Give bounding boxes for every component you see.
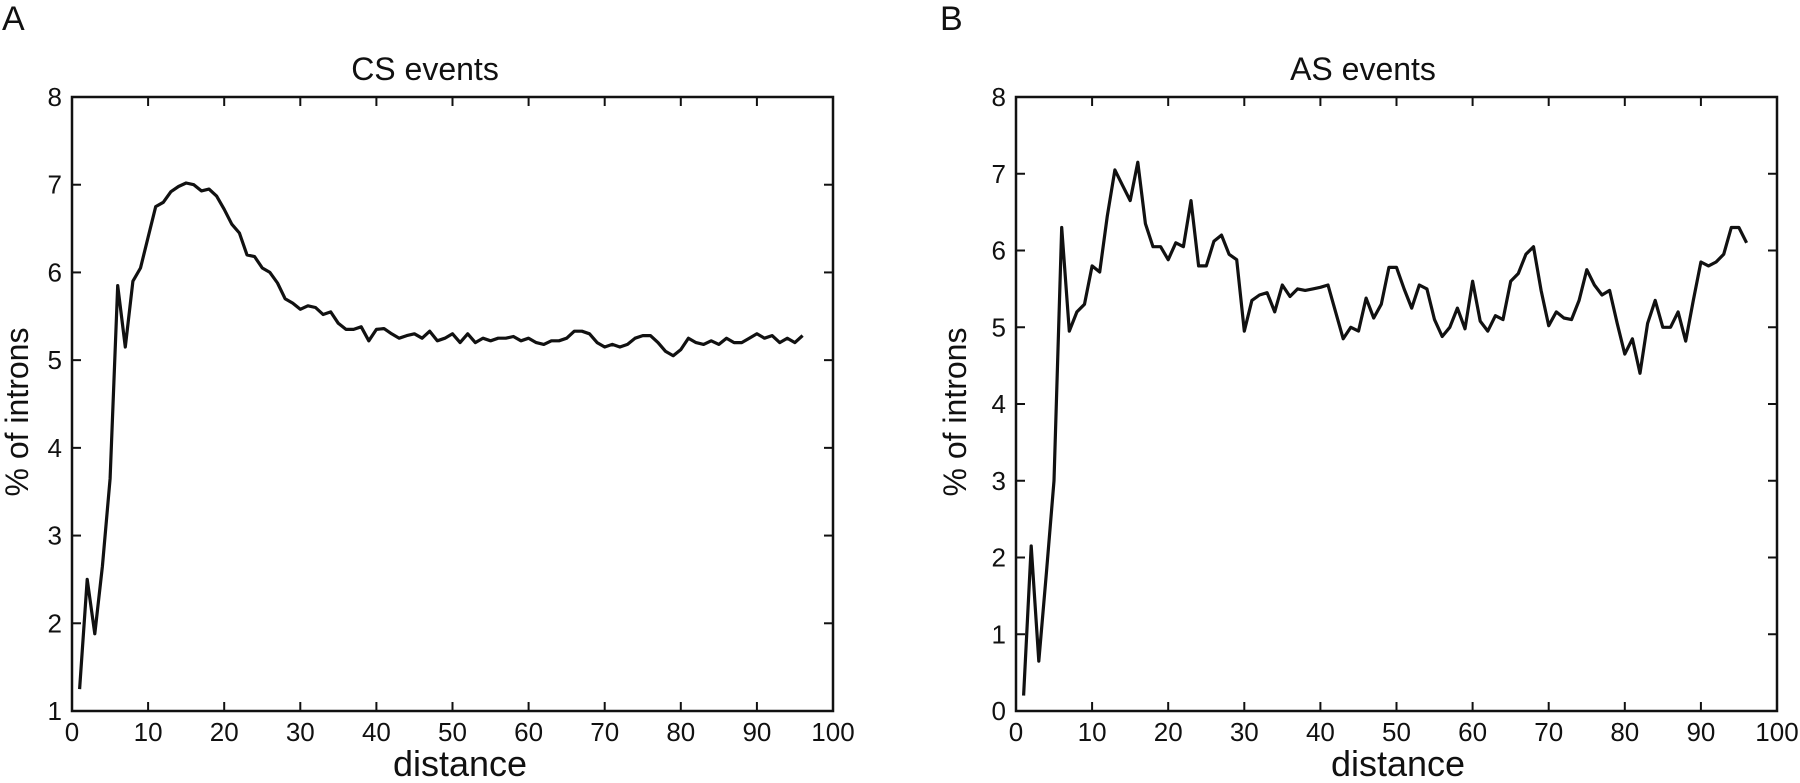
y-tick-label: 8: [992, 82, 1006, 112]
y-tick-label: 1: [48, 696, 62, 726]
series-line: [78, 181, 804, 690]
x-tick-label: 80: [666, 717, 695, 747]
x-axis-label: distance: [1331, 743, 1465, 783]
y-tick-label: 8: [48, 82, 62, 112]
x-tick-label: 10: [134, 717, 163, 747]
x-tick-label: 20: [210, 717, 239, 747]
y-tick-label: 4: [48, 433, 62, 463]
y-tick-label: 1: [992, 619, 1006, 649]
x-tick-label: 0: [65, 717, 79, 747]
chart-title: CS events: [351, 51, 499, 87]
x-tick-label: 30: [1230, 717, 1259, 747]
plot-frame: [1014, 95, 1779, 713]
y-tick-label: 2: [992, 543, 1006, 573]
axis-ticks: 0 10 20 30 40 50 60 70 80 90 100 0 1 2 3 4 5 6 7 8: [992, 82, 1799, 747]
x-tick-label: 90: [742, 717, 771, 747]
x-tick-label: 10: [1078, 717, 1107, 747]
y-tick-label: 5: [992, 312, 1006, 342]
y-tick-label: 6: [48, 257, 62, 287]
plot-frame: [70, 95, 835, 713]
panel-label: B: [940, 0, 963, 38]
series-line: [1022, 160, 1749, 696]
x-tick-label: 60: [514, 717, 543, 747]
x-tick-label: 30: [286, 717, 315, 747]
y-tick-label: 2: [48, 608, 62, 638]
y-tick-label: 7: [48, 170, 62, 200]
x-axis-label: distance: [393, 743, 527, 783]
y-tick-label: 6: [992, 236, 1006, 266]
x-tick-label: 40: [362, 717, 391, 747]
x-tick-label: 100: [811, 717, 854, 747]
y-axis-label: % of introns: [937, 328, 973, 497]
x-tick-label: 70: [1534, 717, 1563, 747]
y-tick-label: 5: [48, 345, 62, 375]
x-tick-label: 70: [590, 717, 619, 747]
axis-ticks: 0 10 20 30 40 50 60 70 80 90 100 1 2 3 4 5 6 7 8: [48, 82, 855, 747]
x-tick-label: 0: [1009, 717, 1023, 747]
panel-label: A: [2, 0, 25, 38]
y-tick-label: 0: [992, 696, 1006, 726]
panel-b: B AS events 0 10 20 30 40 50 60 70 80 90 100 0 1 2 3 4 5…: [937, 0, 1799, 783]
x-tick-label: 50: [1382, 717, 1411, 747]
x-tick-label: 20: [1154, 717, 1183, 747]
x-tick-label: 100: [1755, 717, 1798, 747]
y-axis-label: % of introns: [0, 328, 35, 497]
x-tick-label: 80: [1610, 717, 1639, 747]
y-tick-label: 7: [992, 159, 1006, 189]
y-tick-label: 3: [992, 466, 1006, 496]
x-tick-label: 90: [1686, 717, 1715, 747]
y-tick-label: 3: [48, 521, 62, 551]
chart-title: AS events: [1290, 51, 1436, 87]
x-tick-label: 50: [438, 717, 467, 747]
x-tick-label: 60: [1458, 717, 1487, 747]
y-tick-label: 4: [992, 389, 1006, 419]
panel-a: A CS events 0 10 20 30 40 50 60 70 80 90 100 1 2 3 4 5 6…: [0, 0, 855, 783]
x-tick-label: 40: [1306, 717, 1335, 747]
